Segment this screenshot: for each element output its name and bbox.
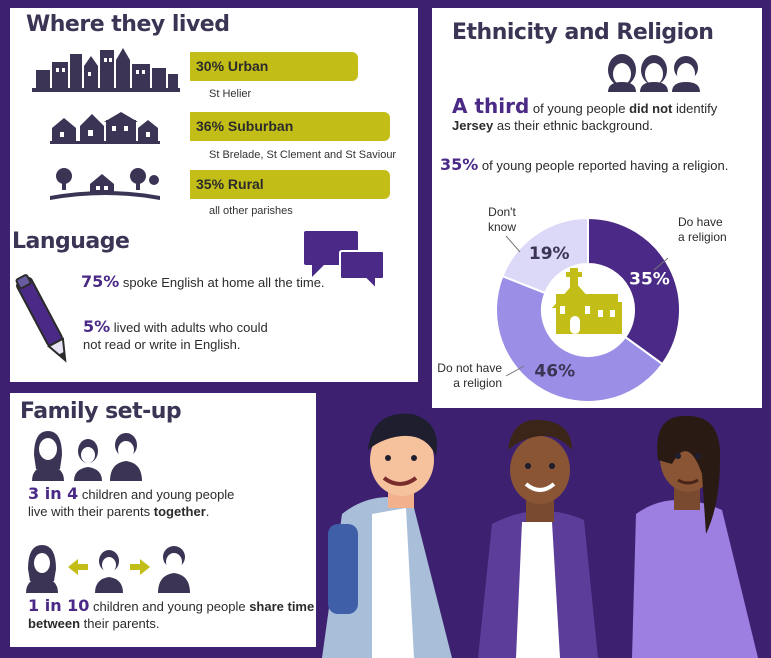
ethnicity-religion-text: of young people reported having a religi… xyxy=(481,158,729,173)
suburb-icon xyxy=(50,112,160,144)
pen-icon xyxy=(15,274,67,363)
rural-bar: 35% Rural xyxy=(190,170,390,199)
family-stat1-text-a: children and young people xyxy=(81,487,235,502)
urban-bar: 30% Urban xyxy=(190,52,358,81)
where-title: Where they lived xyxy=(26,12,230,37)
ethnicity-religion-pct: 35% xyxy=(440,155,479,174)
family-stat1-end: . xyxy=(205,504,210,519)
donut-labels: 35% 46% 19% xyxy=(529,244,670,382)
legend-dont-know-line: Don't xyxy=(488,205,516,219)
person-middle xyxy=(478,419,598,658)
language-panel: Language 75% spoke English at home all t… xyxy=(10,225,418,382)
language-stat2: 5% lived with adults who could not read … xyxy=(83,318,268,353)
ethnicity-third-text-b: identify xyxy=(676,101,718,116)
family-stat2: 1 in 10 children and young people share … xyxy=(28,597,314,632)
family-stat1-text-b: live with their parents xyxy=(28,504,151,519)
family-stat2-bold-b: between xyxy=(28,616,81,631)
family-stat1: 3 in 4 children and young people live wi… xyxy=(28,485,234,520)
chat-bubbles-icon xyxy=(304,231,385,292)
legend-no-religion-line: Do not have xyxy=(437,361,502,375)
legend-have-religion-line: Do have xyxy=(678,215,723,229)
legend-have-religion-leader xyxy=(653,257,669,271)
person-left xyxy=(322,413,452,658)
family-stat2-bold-a: share time xyxy=(249,599,315,614)
ethnicity-third-text-c: as their ethnic background. xyxy=(496,118,653,133)
family-stat2-pct: 1 in 10 xyxy=(28,596,90,615)
family-stat2-text-a: children and young people xyxy=(93,599,246,614)
young-people-icon xyxy=(608,54,700,92)
family-stat1-pct: 3 in 4 xyxy=(28,484,79,503)
legend-no-religion-line: a religion xyxy=(453,376,502,390)
language-stat2-text-a: lived with adults who could xyxy=(113,320,268,335)
city-icon xyxy=(32,48,180,92)
church-icon xyxy=(552,268,622,334)
suburban-bar: 36% Suburban xyxy=(190,112,390,141)
ethnicity-third-bold: did not xyxy=(629,101,673,116)
family-stat2-end: their parents. xyxy=(83,616,160,631)
ethnicity-third: A third of young people did not identify… xyxy=(452,96,752,134)
rural-icon xyxy=(50,168,160,200)
young-people-illustration xyxy=(322,413,758,658)
language-stat1-pct: 75% xyxy=(81,272,120,291)
slice-no-religion-label: 46% xyxy=(534,361,575,381)
urban-sub: St Helier xyxy=(209,88,252,100)
ethnicity-title: Ethnicity and Religion xyxy=(452,20,714,45)
rural-sub: all other parishes xyxy=(209,205,293,217)
family-panel: Family set-up 3 in 4 children and young … xyxy=(10,393,316,647)
family-title: Family set-up xyxy=(20,399,182,424)
slice-dont-know-label: 19% xyxy=(529,244,570,264)
suburban-sub: St Brelade, St Clement and St Saviour xyxy=(209,149,397,161)
slice-have-religion-label: 35% xyxy=(629,270,670,290)
ethnicity-third-jersey: Jersey xyxy=(452,118,494,133)
ethnicity-panel: Ethnicity and Religion A third of young … xyxy=(432,8,762,408)
legend-dont-know-line: know xyxy=(488,220,516,234)
shared-time-icon xyxy=(26,545,190,593)
ethnicity-third-text-a: of young people xyxy=(532,101,626,116)
language-stat1: 75% spoke English at home all the time. xyxy=(81,273,325,291)
person-right xyxy=(632,415,758,658)
language-stat1-text: spoke English at home all the time. xyxy=(122,275,325,290)
legend-dont-know-leader xyxy=(505,235,521,253)
legend-no-religion-leader xyxy=(505,365,525,377)
family-icon xyxy=(32,431,142,481)
language-stat2-pct: 5% xyxy=(83,317,111,336)
language-title: Language xyxy=(12,229,130,254)
where-they-lived-panel: Where they lived 30% Urban St Helier 36%… xyxy=(10,8,418,225)
slice-dont-know xyxy=(501,216,589,295)
language-stat2-text-b: not read or write in English. xyxy=(83,337,241,352)
ethnicity-third-big: A third xyxy=(452,94,530,118)
family-stat1-bold: together xyxy=(153,504,206,519)
legend-have-religion-line: a religion xyxy=(678,230,727,244)
ethnicity-religion: 35% of young people reported having a re… xyxy=(440,156,728,174)
